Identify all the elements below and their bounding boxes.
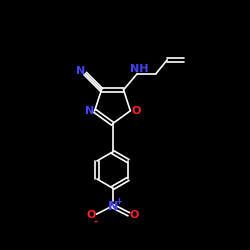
Text: N: N: [84, 106, 94, 116]
Text: -: -: [93, 216, 97, 226]
Text: N: N: [76, 66, 85, 76]
Text: +: +: [115, 197, 122, 206]
Text: N: N: [108, 200, 118, 212]
Text: NH: NH: [130, 64, 148, 74]
Text: O: O: [131, 106, 140, 116]
Text: O: O: [86, 210, 96, 220]
Text: O: O: [129, 210, 138, 220]
